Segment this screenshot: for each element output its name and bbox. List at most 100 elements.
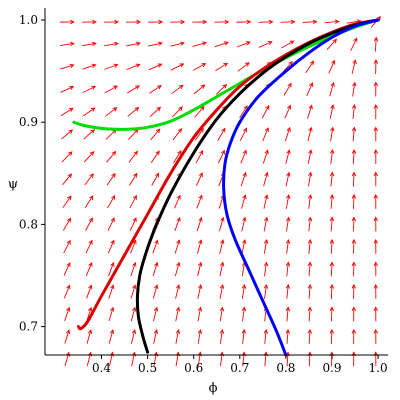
field-arrow (62, 217, 72, 231)
x-tick-label: 0.6 (184, 361, 203, 375)
field-arrow (107, 195, 116, 209)
field-arrow (263, 261, 269, 277)
field-arrow (307, 283, 313, 299)
field-arrow (84, 173, 94, 186)
field-arrow (219, 328, 225, 344)
field-arrow (262, 149, 269, 164)
field-arrow (86, 329, 93, 344)
field-arrow (60, 85, 75, 93)
field-arrow (150, 150, 160, 163)
field-arrow (285, 171, 291, 187)
x-axis-label: ϕ (209, 381, 218, 396)
field-arrow (373, 306, 378, 322)
field-arrow (241, 306, 247, 322)
field-arrow (284, 104, 292, 119)
y-tick-label: 0.9 (19, 115, 38, 129)
field-arrow (373, 36, 379, 52)
field-arrow (148, 63, 163, 71)
field-arrow (174, 194, 181, 209)
field-arrow (196, 239, 203, 254)
field-arrow (373, 216, 378, 232)
x-axis-ticks: 0.4 0.5 0.6 0.7 0.8 0.9 1.0 (92, 355, 388, 375)
field-arrow (197, 328, 203, 344)
field-arrow (302, 19, 318, 25)
field-arrow (62, 195, 72, 208)
field-arrow (86, 284, 93, 299)
field-arrow (86, 306, 93, 322)
field-arrow (197, 261, 203, 277)
field-arrow (285, 306, 291, 322)
field-arrow (307, 328, 313, 344)
field-arrow (170, 19, 186, 25)
field-arrow (196, 194, 203, 209)
field-arrow (108, 284, 115, 299)
field-arrow (219, 239, 225, 254)
direction-field (59, 16, 382, 367)
field-arrow (60, 107, 74, 117)
field-arrow (108, 306, 115, 322)
field-arrow (108, 329, 115, 344)
field-arrow (373, 328, 378, 344)
field-arrow (174, 261, 181, 277)
field-arrow (263, 216, 269, 232)
field-arrow (130, 261, 137, 277)
field-arrow (329, 104, 335, 119)
field-arrow (85, 239, 93, 254)
field-arrow (196, 216, 203, 232)
field-arrow (351, 193, 357, 209)
field-arrow (307, 261, 313, 277)
field-arrow (241, 194, 247, 209)
field-arrow (219, 283, 225, 299)
field-arrow (305, 60, 315, 74)
y-axis-ticks: 0.7 0.8 0.9 1.0 (19, 13, 45, 334)
field-arrow (329, 216, 335, 232)
field-arrow (308, 171, 313, 187)
field-arrow (285, 261, 291, 277)
field-arrow (84, 195, 94, 209)
field-arrow (216, 83, 228, 95)
field-arrow (61, 151, 73, 163)
field-arrow (81, 19, 97, 25)
x-tick-label: 0.4 (92, 361, 111, 375)
field-arrow (236, 41, 251, 48)
field-arrow (172, 128, 183, 141)
field-arrow (307, 351, 313, 367)
field-arrow (373, 283, 378, 299)
field-arrow (85, 217, 93, 231)
field-arrow (59, 19, 75, 25)
field-arrow (351, 104, 357, 119)
field-arrow (83, 129, 95, 140)
field-arrow (214, 19, 230, 25)
field-arrow (351, 216, 357, 232)
field-arrow (329, 171, 335, 187)
field-arrow (108, 261, 115, 277)
field-arrow (127, 128, 139, 140)
field-arrow (151, 172, 160, 186)
field-arrow (285, 238, 291, 254)
field-arrow (307, 216, 313, 232)
field-arrow (82, 63, 97, 70)
field-arrow (60, 63, 75, 70)
field-arrow (326, 38, 338, 51)
field-arrow (307, 104, 313, 119)
field-arrow (126, 85, 140, 94)
field-arrow (351, 283, 357, 299)
field-arrow (152, 239, 159, 254)
field-arrow (352, 81, 357, 97)
field-arrow (130, 239, 137, 254)
field-arrow (373, 148, 379, 164)
field-arrow (219, 351, 225, 367)
field-arrow (351, 306, 357, 322)
field-arrow (285, 194, 291, 209)
field-arrow (148, 41, 163, 47)
field-arrow (173, 150, 182, 164)
field-arrow (217, 127, 226, 141)
field-arrow (306, 82, 314, 97)
field-arrow (241, 283, 247, 299)
y-axis-label: ψ (8, 177, 18, 192)
field-arrow (196, 172, 203, 186)
field-arrow (192, 19, 208, 25)
field-arrow (197, 306, 203, 322)
field-arrow (329, 193, 335, 209)
